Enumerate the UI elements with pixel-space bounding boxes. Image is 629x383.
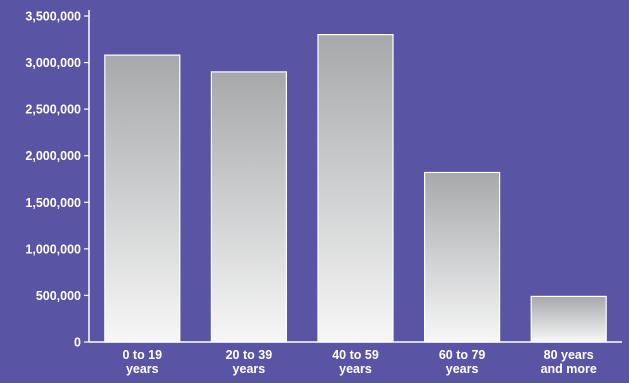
x-category-labels: 0 to 19 years 20 to 39 years 40 to 59 years 60… <box>122 348 596 376</box>
x-tick-label-3: 60 to 79 years <box>439 348 486 376</box>
y-tick-label-6: 3,000,000 <box>25 56 81 70</box>
y-tick-label-1: 500,000 <box>36 289 81 303</box>
y-tick-label-2: 1,000,000 <box>25 242 81 256</box>
bar-1 <box>210 71 287 343</box>
x-tick-label-2: 40 to 59 years <box>332 348 379 376</box>
y-tick-label-5: 2,500,000 <box>25 103 81 117</box>
bars-layer <box>104 33 607 343</box>
x-tick-label-4: 80 years and more <box>541 348 597 376</box>
x-tick-label-0: 0 to 19 years <box>122 348 162 376</box>
bar-3 <box>424 171 501 343</box>
y-tick-label-3: 1,500,000 <box>25 196 81 210</box>
bar-0 <box>104 54 181 343</box>
y-tick-label-4: 2,000,000 <box>25 149 81 163</box>
y-tick-label-7: 3,500,000 <box>25 10 81 24</box>
y-tick-label-0: 0 <box>74 336 81 350</box>
x-tick-label-1: 20 to 39 years <box>226 348 273 376</box>
bar-2 <box>317 33 394 343</box>
bar-4 <box>530 295 607 343</box>
y-tick-labels: 0 500,000 1,000,000 1,500,000 2,000,000 2,500… <box>25 10 81 350</box>
axis-layer <box>84 10 622 343</box>
